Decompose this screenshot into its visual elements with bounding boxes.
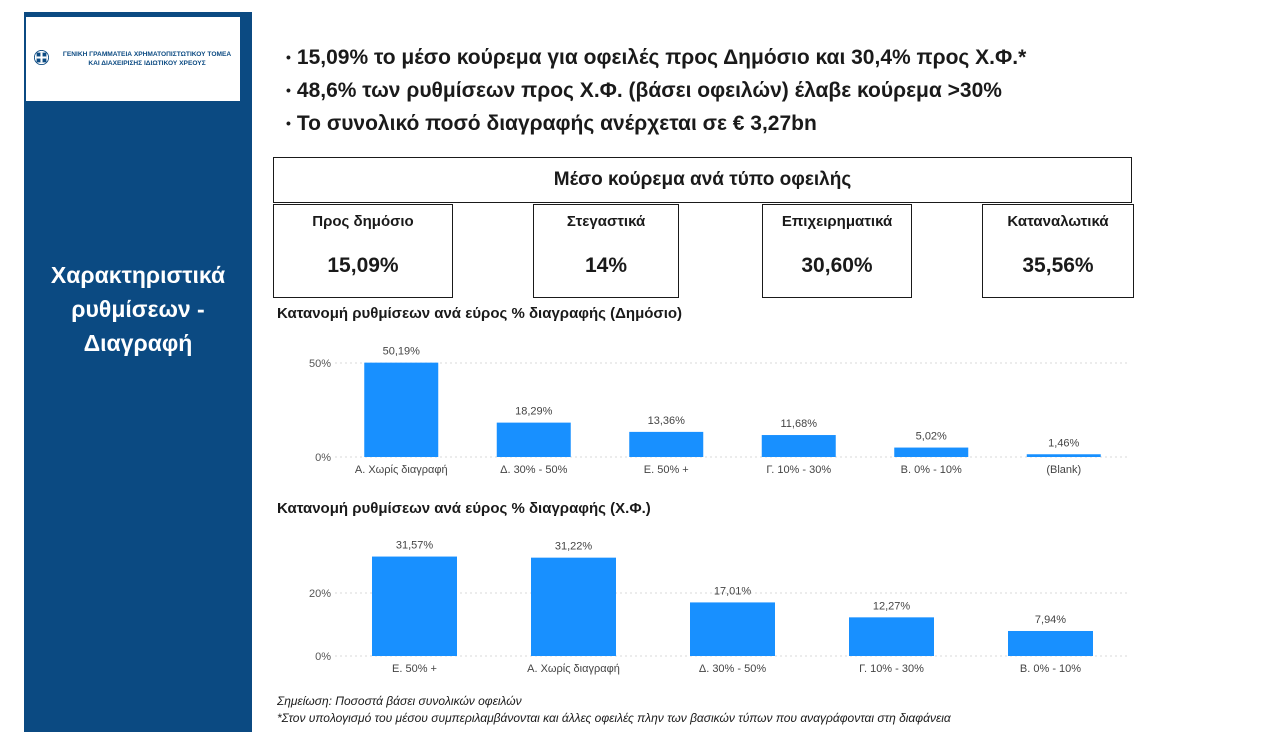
data-label: 18,29%: [515, 406, 553, 418]
bullet-dot-icon: •: [286, 82, 291, 98]
bar: [1026, 454, 1101, 457]
bar: [364, 362, 439, 457]
sidebar-panel: [24, 12, 252, 732]
data-label: 12,27%: [873, 600, 911, 612]
kpi-label: Καταναλωτικά: [1007, 213, 1109, 230]
x-tick-label: Ε. 50% +: [392, 663, 437, 675]
chart1-title: Κατανομή ρυθμίσεων ανά εύρος % διαγραφής…: [277, 305, 683, 322]
bullet-item: • Το συνολικό ποσό διαγραφής ανέρχεται σε…: [286, 108, 1186, 141]
bar: [894, 447, 969, 457]
bullet-dot-icon: •: [286, 115, 291, 131]
bar: [531, 557, 616, 656]
bullet-item: • 48,6% των ρυθμίσεων προς Χ.Φ. (βάσει οφ…: [286, 75, 1186, 108]
data-label: 11,68%: [781, 418, 818, 430]
bullet-text: 15,09% το μέσο κούρεμα για οφειλές προς …: [296, 46, 1027, 69]
bar: [690, 602, 775, 656]
kpi-card-mortgage: Στεγαστικά 14%: [533, 204, 679, 298]
kpi-card-public: Προς δημόσιο 15,09%: [273, 204, 453, 298]
bullet-text: 48,6% των ρυθμίσεων προς Χ.Φ. (βάσει οφε…: [296, 79, 1002, 102]
data-label: 1,46%: [1048, 437, 1079, 449]
data-label: 50,19%: [383, 346, 421, 358]
bar: [629, 431, 704, 457]
logo-box: ΓΕΝΙΚΗ ΓΡΑΜΜΑΤΕΙΑ ΧΡΗΜΑΤΟΠΙΣΤΩΤΙΚΟΥ ΤΟΜΕ…: [26, 17, 240, 101]
data-label: 13,36%: [648, 415, 686, 427]
x-tick-label: Δ. 30% - 50%: [699, 663, 766, 675]
logo-line2: ΚΑΙ ΔΙΑΧΕΙΡΙΣΗΣ ΙΔΙΩΤΙΚΟΥ ΧΡΕΟΥΣ: [88, 59, 206, 67]
x-tick-label: Β. 0% - 10%: [901, 464, 962, 476]
x-tick-label: Β. 0% - 10%: [1020, 663, 1081, 675]
x-tick-label: Α. Χωρίς διαγραφή: [355, 464, 448, 476]
x-tick-label: Ε. 50% +: [644, 464, 689, 476]
bar: [849, 617, 934, 656]
y-tick-label: 20%: [309, 588, 331, 600]
bullet-text: Το συνολικό ποσό διαγραφής ανέρχεται σε …: [296, 112, 817, 135]
y-tick-label: 50%: [309, 358, 331, 370]
kpi-card-consumer: Καταναλωτικά 35,56%: [982, 204, 1134, 298]
logo-line1: ΓΕΝΙΚΗ ΓΡΑΜΜΑΤΕΙΑ ΧΡΗΜΑΤΟΠΙΣΤΩΤΙΚΟΥ ΤΟΜΕ…: [62, 51, 232, 58]
chart-private: 0% 20% 31,57% Ε. 50% + 31,22% Α. Χωρίς διαγρα…: [309, 540, 1130, 675]
kpi-card-business: Επιχειρηματικά 30,60%: [762, 204, 912, 298]
x-tick-label: Δ. 30% - 50%: [500, 464, 567, 476]
kpi-value: 14%: [584, 254, 628, 277]
bullet-item: • 15,09% το μέσο κούρεμα για οφειλές προς…: [286, 42, 1186, 75]
kpi-value: 30,60%: [801, 254, 873, 277]
y-tick-label: 0%: [315, 651, 331, 663]
kpi-header: Μέσο κούρεμα ανά τύπο οφειλής: [273, 157, 1132, 203]
data-label: 5,02%: [916, 431, 947, 443]
x-tick-label: Α. Χωρίς διαγραφή: [527, 663, 620, 675]
bar: [496, 422, 571, 457]
sidebar-title: Χαρακτηριστικά ρυθμίσεων - Διαγραφή: [50, 262, 226, 356]
logo-text: ΓΕΝΙΚΗ ΓΡΑΜΜΑΤΕΙΑ ΧΡΗΜΑΤΟΠΙΣΤΩΤΙΚΟΥ ΤΟΜΕ…: [54, 51, 240, 68]
greek-emblem-icon: [34, 50, 49, 65]
kpi-label: Προς δημόσιο: [312, 213, 414, 230]
x-tick-label: Γ. 10% - 30%: [859, 663, 924, 675]
footnote-text: *Στον υπολογισμό του μέσου συμπεριλαμβάν…: [277, 711, 951, 725]
x-tick-label: Γ. 10% - 30%: [766, 464, 831, 476]
kpi-label: Στεγαστικά: [566, 213, 646, 230]
note-text: Σημείωση: Ποσοστά βάσει συνολικών οφειλώ…: [277, 694, 522, 708]
chart2-title: Κατανομή ρυθμίσεων ανά εύρος % διαγραφής…: [277, 500, 651, 517]
kpi-label: Επιχειρηματικά: [781, 213, 893, 230]
bar: [1008, 630, 1093, 656]
kpi-value: 15,09%: [327, 254, 399, 277]
bullet-list: • 15,09% το μέσο κούρεμα για οφειλές προς…: [286, 42, 1186, 141]
bar: [372, 556, 457, 656]
data-label: 7,94%: [1035, 614, 1066, 626]
chart-public: 0% 50% 50,19% Α. Χωρίς διαγραφή 18,29% Δ. 30%…: [309, 346, 1130, 476]
x-tick-label: (Blank): [1046, 464, 1081, 476]
data-label: 31,57%: [396, 540, 434, 552]
kpi-value: 35,56%: [1022, 254, 1094, 277]
y-tick-label: 0%: [315, 452, 331, 464]
bullet-dot-icon: •: [286, 49, 291, 65]
data-label: 17,01%: [714, 585, 752, 597]
bar: [761, 435, 836, 457]
data-label: 31,22%: [555, 541, 593, 553]
